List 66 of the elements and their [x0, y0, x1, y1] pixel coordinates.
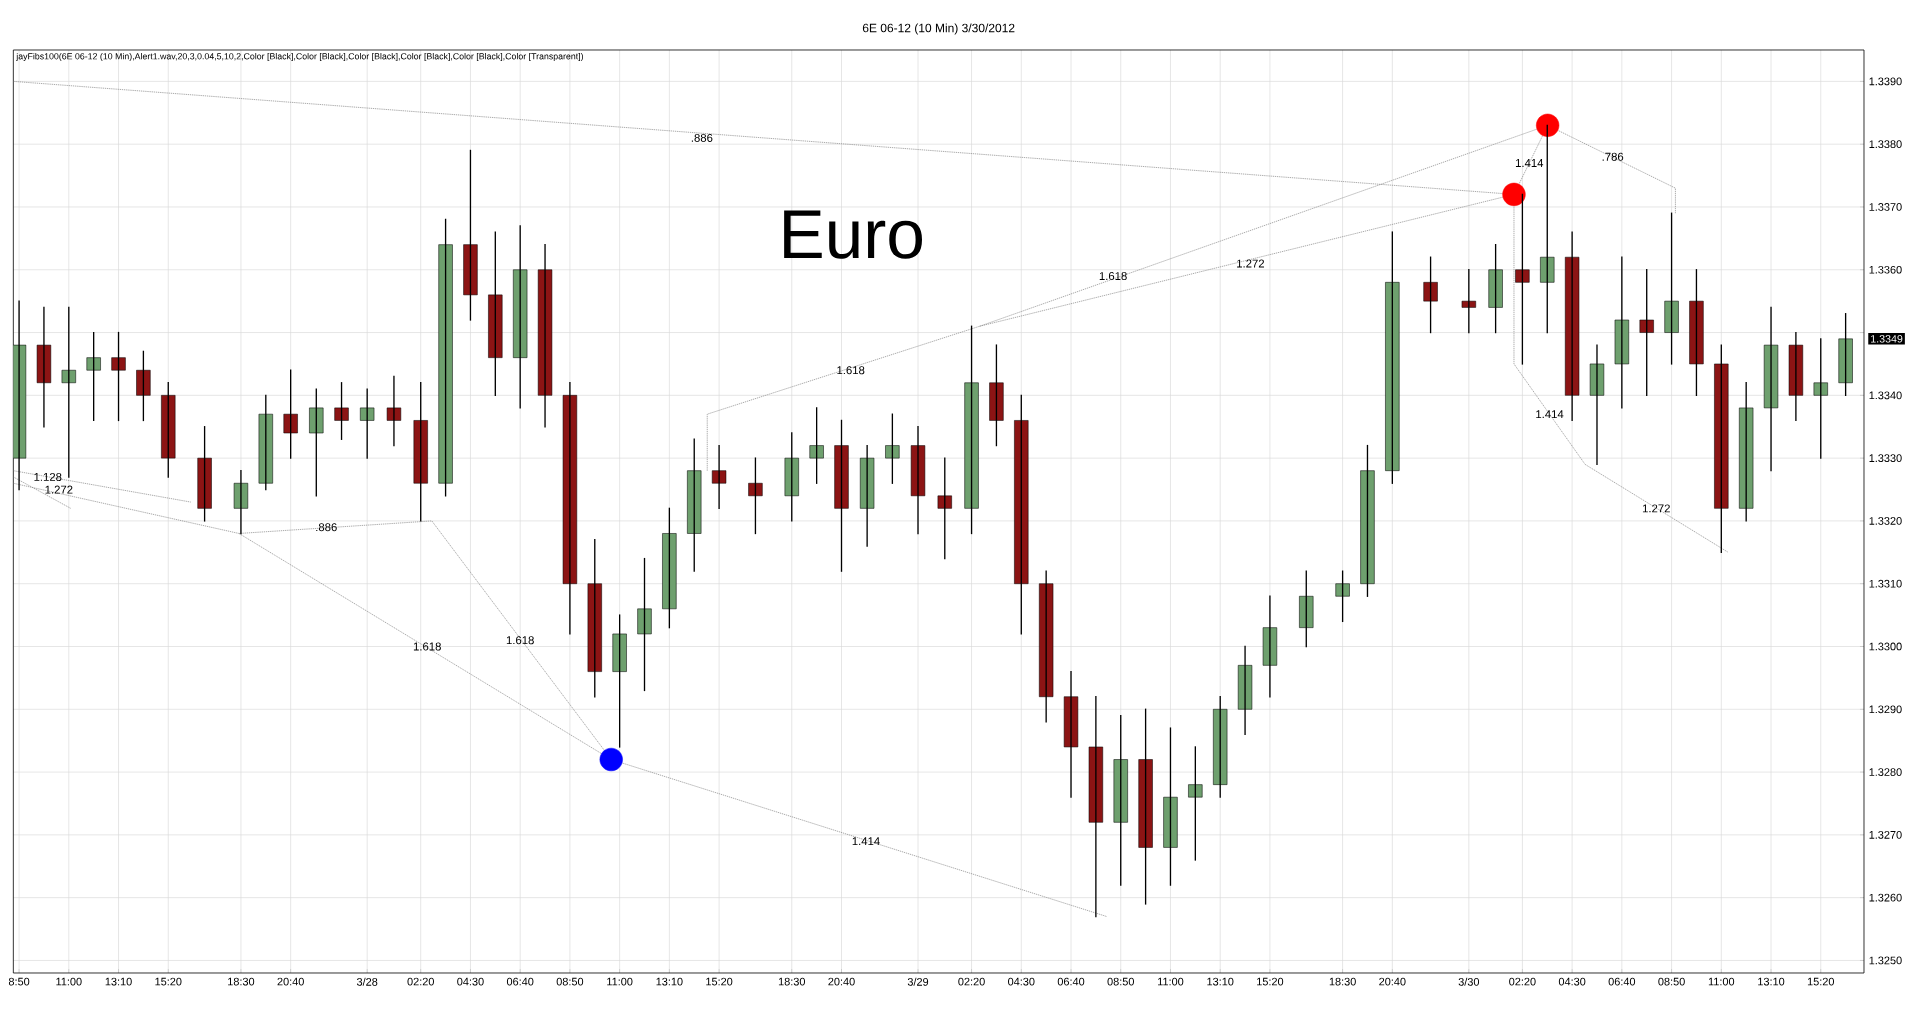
y-tick-label: 1.3370	[1869, 203, 1902, 211]
annotation: .886	[691, 133, 713, 142]
y-tick-label: 1.3340	[1869, 391, 1902, 400]
x-tick-label: 3/28	[356, 977, 378, 986]
x-tick-label: 13:10	[1207, 977, 1234, 986]
x-tick-label: 06:40	[1057, 977, 1085, 986]
x-tick-label: 04:30	[1008, 977, 1035, 986]
y-tick-label: 1.3380	[1869, 140, 1902, 149]
annotation: .886	[316, 523, 337, 532]
annotation: 1.128	[34, 472, 62, 481]
x-tick-label: 18:30	[778, 977, 806, 986]
chart-title: 6E 06-12 (10 Min) 3/30/2012	[862, 23, 1015, 35]
x-tick-label: 15:20	[1807, 977, 1835, 986]
y-tick-label: 1.3260	[1869, 893, 1902, 902]
annotation: 1.272	[1237, 259, 1265, 268]
y-tick-label: 1.3390	[1869, 77, 1902, 86]
x-tick-label: 3/29	[907, 977, 929, 986]
x-tick-label: 02:20	[407, 977, 434, 986]
annotation: .786	[1602, 152, 1624, 161]
annotation: 1.414	[852, 837, 880, 846]
x-tick-label: 20:40	[828, 977, 855, 986]
x-tick-label: 04:30	[457, 977, 484, 986]
x-tick-label: 15:20	[706, 977, 733, 986]
annotation: 1.3349	[1871, 335, 1903, 343]
annotation: Euro	[784, 210, 922, 259]
annotation: 1.272	[45, 485, 73, 494]
annotation: 1.618	[837, 366, 865, 375]
x-tick-label: 13:10	[656, 977, 683, 986]
x-tick-label: 13:10	[1758, 977, 1785, 986]
annotation: jayFibs100(6E 06-12 (10 Min),Alert1.wav,20,3,0.04,5,10,2,Color [Black],Color [Black],Color [Black],Color [Black],Color [Black],Color [Transparent])	[16, 52, 584, 62]
annotation: 1.618	[413, 642, 441, 651]
x-tick-label: 04:30	[1558, 977, 1586, 986]
annotation: 1.414	[1515, 159, 1544, 167]
x-tick-label: 15:20	[155, 977, 182, 986]
x-tick-label: 11:00	[1708, 977, 1735, 986]
y-tick-label: 1.3360	[1869, 265, 1902, 274]
y-tick-label: 1.3330	[1869, 454, 1902, 462]
x-tick-label: 06:40	[506, 977, 534, 986]
x-tick-label: 11:00	[56, 977, 82, 986]
x-tick-label: 02:20	[958, 977, 985, 986]
y-tick-label: 1.3290	[1869, 705, 1902, 714]
x-tick-label: 20:40	[277, 977, 304, 986]
x-tick-label: 02:20	[1509, 977, 1536, 986]
y-tick-label: 1.3280	[1869, 768, 1902, 776]
annotation: 1.618	[506, 636, 534, 645]
x-tick-label: 11:00	[1158, 977, 1184, 986]
x-tick-label: 08:50	[556, 977, 584, 986]
x-tick-label: 8:50	[8, 977, 30, 986]
y-tick-label: 1.3320	[1869, 517, 1902, 525]
annotation: 1.618	[1099, 272, 1127, 281]
x-tick-label: 08:50	[1658, 977, 1685, 986]
annotation: 1.414	[1536, 410, 1564, 419]
x-tick-label: 3/30	[1458, 977, 1480, 986]
x-tick-label: 06:40	[1608, 977, 1636, 986]
x-tick-label: 18:30	[228, 977, 255, 986]
x-tick-label: 18:30	[1329, 977, 1356, 986]
y-tick-label: 1.3270	[1869, 830, 1902, 839]
x-tick-label: 08:50	[1107, 977, 1134, 986]
x-tick-label: 13:10	[105, 977, 132, 986]
annotation: 1.272	[1642, 504, 1670, 513]
x-tick-label: 11:00	[607, 977, 633, 986]
x-tick-label: 20:40	[1379, 977, 1406, 986]
y-tick-label: 1.3250	[1869, 956, 1902, 965]
x-tick-label: 15:20	[1257, 977, 1284, 986]
y-tick-label: 1.3300	[1869, 642, 1902, 651]
y-tick-label: 1.3310	[1869, 579, 1902, 588]
